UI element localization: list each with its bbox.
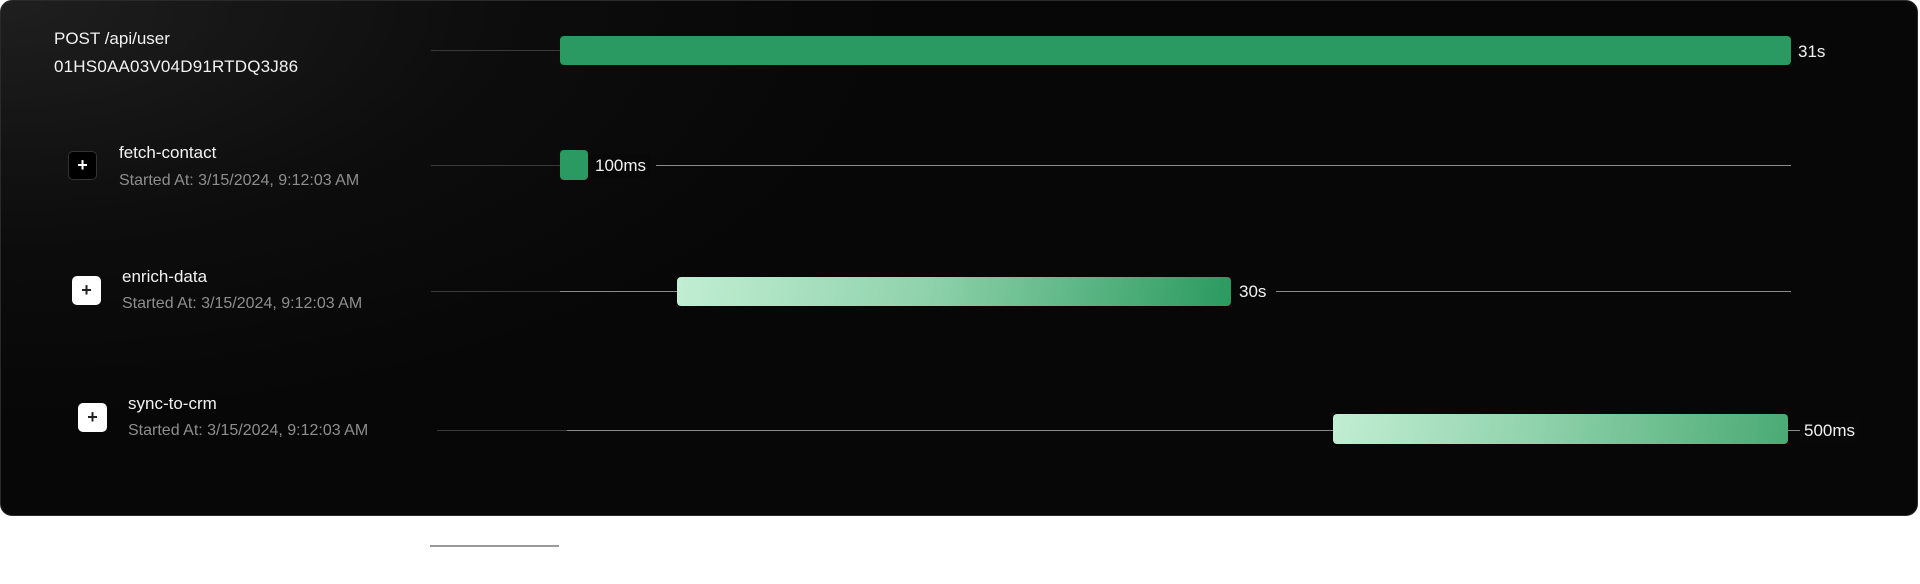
root-offset-line: [431, 50, 560, 51]
span-name: fetch-contact: [119, 143, 217, 162]
span-tail-line: [1788, 430, 1800, 431]
span-remaining-line: [656, 165, 1791, 166]
span-offset-line: [431, 291, 560, 292]
expand-span-button[interactable]: +: [78, 403, 107, 432]
span-offset-line: [431, 165, 560, 166]
plus-icon: +: [81, 280, 92, 300]
span-remaining-line: [1276, 291, 1791, 292]
span-offset-line: [437, 430, 567, 431]
span-duration-bar[interactable]: [1333, 414, 1788, 444]
span-offset-line: [567, 430, 1333, 431]
root-duration-bar[interactable]: [560, 36, 1791, 65]
plus-icon: +: [87, 407, 98, 427]
span-started-at: Started At: 3/15/2024, 9:12:03 AM: [119, 172, 360, 189]
expand-span-button[interactable]: +: [72, 276, 101, 305]
expand-span-button[interactable]: +: [68, 151, 97, 180]
trace-card: POST /api/user 01HS0AA03V04D91RTDQ3J86 3…: [0, 0, 1918, 516]
span-name: sync-to-crm: [128, 394, 217, 413]
span-offset-line: [560, 291, 677, 292]
root-duration-label: 31s: [1794, 40, 1830, 64]
timeline-scale-line: [430, 545, 559, 547]
plus-icon: +: [77, 155, 88, 175]
span-duration-label: 30s: [1235, 280, 1271, 304]
span-started-at: Started At: 3/15/2024, 9:12:03 AM: [122, 295, 363, 312]
trace-id: 01HS0AA03V04D91RTDQ3J86: [54, 57, 299, 76]
span-duration-bar[interactable]: [560, 150, 588, 180]
span-duration-label: 100ms: [591, 154, 651, 178]
span-started-at: Started At: 3/15/2024, 9:12:03 AM: [128, 422, 369, 439]
trace-title: POST /api/user: [54, 29, 170, 48]
span-duration-label: 500ms: [1800, 419, 1860, 443]
span-duration-bar[interactable]: [677, 277, 1231, 306]
span-name: enrich-data: [122, 267, 208, 286]
